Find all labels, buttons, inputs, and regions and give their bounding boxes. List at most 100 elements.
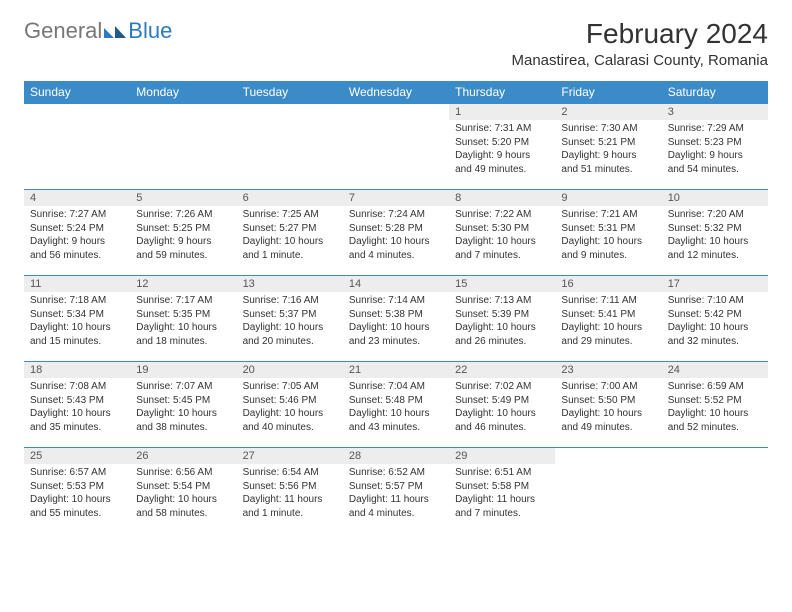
calendar-week-row: 25Sunrise: 6:57 AMSunset: 5:53 PMDayligh… xyxy=(24,448,768,534)
daylight-text: Daylight: 10 hours and 1 minute. xyxy=(243,235,337,262)
sunset-text: Sunset: 5:56 PM xyxy=(243,480,337,494)
sunrise-text: Sunrise: 7:02 AM xyxy=(455,380,549,394)
sunrise-text: Sunrise: 7:22 AM xyxy=(455,208,549,222)
daylight-text: Daylight: 10 hours and 26 minutes. xyxy=(455,321,549,348)
day-body: Sunrise: 7:27 AMSunset: 5:24 PMDaylight:… xyxy=(24,206,130,266)
sunrise-text: Sunrise: 7:04 AM xyxy=(349,380,443,394)
weekday-header: Friday xyxy=(555,81,661,104)
day-number: 17 xyxy=(662,276,768,292)
sunrise-text: Sunrise: 6:54 AM xyxy=(243,466,337,480)
sunset-text: Sunset: 5:49 PM xyxy=(455,394,549,408)
daylight-text: Daylight: 10 hours and 9 minutes. xyxy=(561,235,655,262)
sunset-text: Sunset: 5:42 PM xyxy=(668,308,762,322)
calendar-day-cell: 25Sunrise: 6:57 AMSunset: 5:53 PMDayligh… xyxy=(24,448,130,534)
sunrise-text: Sunrise: 7:17 AM xyxy=(136,294,230,308)
daylight-text: Daylight: 9 hours and 54 minutes. xyxy=(668,149,762,176)
day-body: Sunrise: 7:20 AMSunset: 5:32 PMDaylight:… xyxy=(662,206,768,266)
sunset-text: Sunset: 5:25 PM xyxy=(136,222,230,236)
calendar-day-cell: 15Sunrise: 7:13 AMSunset: 5:39 PMDayligh… xyxy=(449,276,555,362)
calendar-day-cell: 20Sunrise: 7:05 AMSunset: 5:46 PMDayligh… xyxy=(237,362,343,448)
day-body: Sunrise: 7:26 AMSunset: 5:25 PMDaylight:… xyxy=(130,206,236,266)
sunset-text: Sunset: 5:34 PM xyxy=(30,308,124,322)
sunset-text: Sunset: 5:23 PM xyxy=(668,136,762,150)
day-number: 28 xyxy=(343,448,449,464)
sunset-text: Sunset: 5:24 PM xyxy=(30,222,124,236)
daylight-text: Daylight: 10 hours and 43 minutes. xyxy=(349,407,443,434)
day-body: Sunrise: 7:18 AMSunset: 5:34 PMDaylight:… xyxy=(24,292,130,352)
day-body: Sunrise: 6:54 AMSunset: 5:56 PMDaylight:… xyxy=(237,464,343,524)
sunrise-text: Sunrise: 7:20 AM xyxy=(668,208,762,222)
day-body: Sunrise: 7:25 AMSunset: 5:27 PMDaylight:… xyxy=(237,206,343,266)
calendar-day-cell: 11Sunrise: 7:18 AMSunset: 5:34 PMDayligh… xyxy=(24,276,130,362)
sunset-text: Sunset: 5:38 PM xyxy=(349,308,443,322)
sunrise-text: Sunrise: 7:26 AM xyxy=(136,208,230,222)
calendar-day-cell: 28Sunrise: 6:52 AMSunset: 5:57 PMDayligh… xyxy=(343,448,449,534)
day-body: Sunrise: 6:57 AMSunset: 5:53 PMDaylight:… xyxy=(24,464,130,524)
logo: General Blue xyxy=(24,18,172,44)
daylight-text: Daylight: 11 hours and 4 minutes. xyxy=(349,493,443,520)
daylight-text: Daylight: 10 hours and 32 minutes. xyxy=(668,321,762,348)
day-number: 27 xyxy=(237,448,343,464)
sunset-text: Sunset: 5:35 PM xyxy=(136,308,230,322)
sunrise-text: Sunrise: 7:10 AM xyxy=(668,294,762,308)
calendar-day-cell: 22Sunrise: 7:02 AMSunset: 5:49 PMDayligh… xyxy=(449,362,555,448)
day-body: Sunrise: 6:56 AMSunset: 5:54 PMDaylight:… xyxy=(130,464,236,524)
day-number: 20 xyxy=(237,362,343,378)
sunset-text: Sunset: 5:53 PM xyxy=(30,480,124,494)
sunset-text: Sunset: 5:30 PM xyxy=(455,222,549,236)
calendar-day-cell: 2Sunrise: 7:30 AMSunset: 5:21 PMDaylight… xyxy=(555,104,661,190)
sunrise-text: Sunrise: 7:24 AM xyxy=(349,208,443,222)
day-number: 23 xyxy=(555,362,661,378)
sunset-text: Sunset: 5:21 PM xyxy=(561,136,655,150)
day-number: 15 xyxy=(449,276,555,292)
weekday-header: Tuesday xyxy=(237,81,343,104)
logo-general: General xyxy=(24,18,102,44)
calendar-table: Sunday Monday Tuesday Wednesday Thursday… xyxy=(24,81,768,534)
day-number: 16 xyxy=(555,276,661,292)
day-number: 13 xyxy=(237,276,343,292)
day-body: Sunrise: 7:00 AMSunset: 5:50 PMDaylight:… xyxy=(555,378,661,438)
daylight-text: Daylight: 9 hours and 56 minutes. xyxy=(30,235,124,262)
day-body: Sunrise: 7:17 AMSunset: 5:35 PMDaylight:… xyxy=(130,292,236,352)
sunrise-text: Sunrise: 7:13 AM xyxy=(455,294,549,308)
daylight-text: Daylight: 10 hours and 40 minutes. xyxy=(243,407,337,434)
sunrise-text: Sunrise: 7:27 AM xyxy=(30,208,124,222)
day-number: 2 xyxy=(555,104,661,120)
calendar-day-cell: 7Sunrise: 7:24 AMSunset: 5:28 PMDaylight… xyxy=(343,190,449,276)
sunrise-text: Sunrise: 7:18 AM xyxy=(30,294,124,308)
logo-blue: Blue xyxy=(128,18,172,44)
day-body: Sunrise: 7:04 AMSunset: 5:48 PMDaylight:… xyxy=(343,378,449,438)
calendar-day-cell: 1Sunrise: 7:31 AMSunset: 5:20 PMDaylight… xyxy=(449,104,555,190)
calendar-week-row: 1Sunrise: 7:31 AMSunset: 5:20 PMDaylight… xyxy=(24,104,768,190)
daylight-text: Daylight: 9 hours and 51 minutes. xyxy=(561,149,655,176)
sunrise-text: Sunrise: 7:00 AM xyxy=(561,380,655,394)
sunset-text: Sunset: 5:27 PM xyxy=(243,222,337,236)
calendar-day-cell: 19Sunrise: 7:07 AMSunset: 5:45 PMDayligh… xyxy=(130,362,236,448)
sunset-text: Sunset: 5:46 PM xyxy=(243,394,337,408)
sunset-text: Sunset: 5:20 PM xyxy=(455,136,549,150)
day-number: 24 xyxy=(662,362,768,378)
day-body: Sunrise: 6:52 AMSunset: 5:57 PMDaylight:… xyxy=(343,464,449,524)
sunrise-text: Sunrise: 7:29 AM xyxy=(668,122,762,136)
sunrise-text: Sunrise: 7:07 AM xyxy=(136,380,230,394)
sunset-text: Sunset: 5:37 PM xyxy=(243,308,337,322)
day-body: Sunrise: 7:16 AMSunset: 5:37 PMDaylight:… xyxy=(237,292,343,352)
calendar-day-cell: 23Sunrise: 7:00 AMSunset: 5:50 PMDayligh… xyxy=(555,362,661,448)
daylight-text: Daylight: 10 hours and 49 minutes. xyxy=(561,407,655,434)
weekday-header: Wednesday xyxy=(343,81,449,104)
day-number: 19 xyxy=(130,362,236,378)
calendar-day-cell: 8Sunrise: 7:22 AMSunset: 5:30 PMDaylight… xyxy=(449,190,555,276)
daylight-text: Daylight: 11 hours and 7 minutes. xyxy=(455,493,549,520)
day-number: 3 xyxy=(662,104,768,120)
day-body: Sunrise: 7:05 AMSunset: 5:46 PMDaylight:… xyxy=(237,378,343,438)
day-number: 26 xyxy=(130,448,236,464)
daylight-text: Daylight: 10 hours and 23 minutes. xyxy=(349,321,443,348)
sunrise-text: Sunrise: 6:52 AM xyxy=(349,466,443,480)
page-title: February 2024 xyxy=(511,18,768,50)
weekday-header: Saturday xyxy=(662,81,768,104)
sunrise-text: Sunrise: 7:14 AM xyxy=(349,294,443,308)
sunset-text: Sunset: 5:54 PM xyxy=(136,480,230,494)
calendar-day-cell: 9Sunrise: 7:21 AMSunset: 5:31 PMDaylight… xyxy=(555,190,661,276)
calendar-day-cell: 12Sunrise: 7:17 AMSunset: 5:35 PMDayligh… xyxy=(130,276,236,362)
day-body: Sunrise: 7:30 AMSunset: 5:21 PMDaylight:… xyxy=(555,120,661,180)
